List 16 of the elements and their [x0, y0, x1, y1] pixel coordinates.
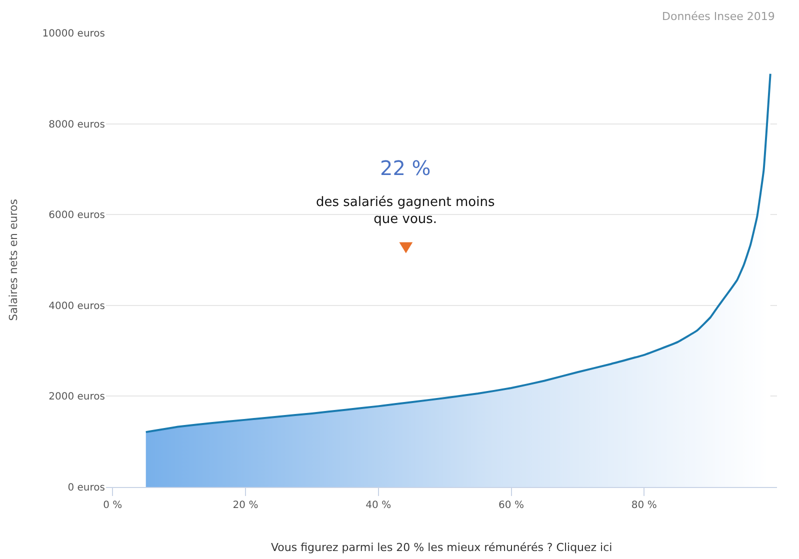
y-tick-label: 4000 euros: [48, 300, 105, 312]
y-tick-label: 2000 euros: [48, 392, 105, 403]
text: Vous figurez parmi les 20 % les mieux rémunérés ? Cliquez ici: [271, 541, 612, 554]
x-tick-label: 60 %: [498, 500, 524, 511]
y-tick-label: 0 euros: [68, 482, 105, 494]
x-tick-label: 0 %: [103, 500, 122, 511]
annotation: des salariés gagnent moins que vous.: [316, 195, 495, 227]
text: Données Insee 2019: [662, 10, 775, 23]
x-tick-label: 20 %: [232, 500, 258, 511]
annotation: 22 %: [380, 156, 431, 180]
y-tick-label: 6000 euros: [48, 210, 105, 222]
y-axis-title: Salaires nets en euros: [6, 198, 20, 321]
y-tick-label: 10000 euros: [42, 28, 105, 40]
y-tick-label: 8000 euros: [48, 119, 105, 130]
x-tick-label: 80 %: [631, 500, 657, 511]
x-tick-label: 40 %: [366, 500, 392, 511]
